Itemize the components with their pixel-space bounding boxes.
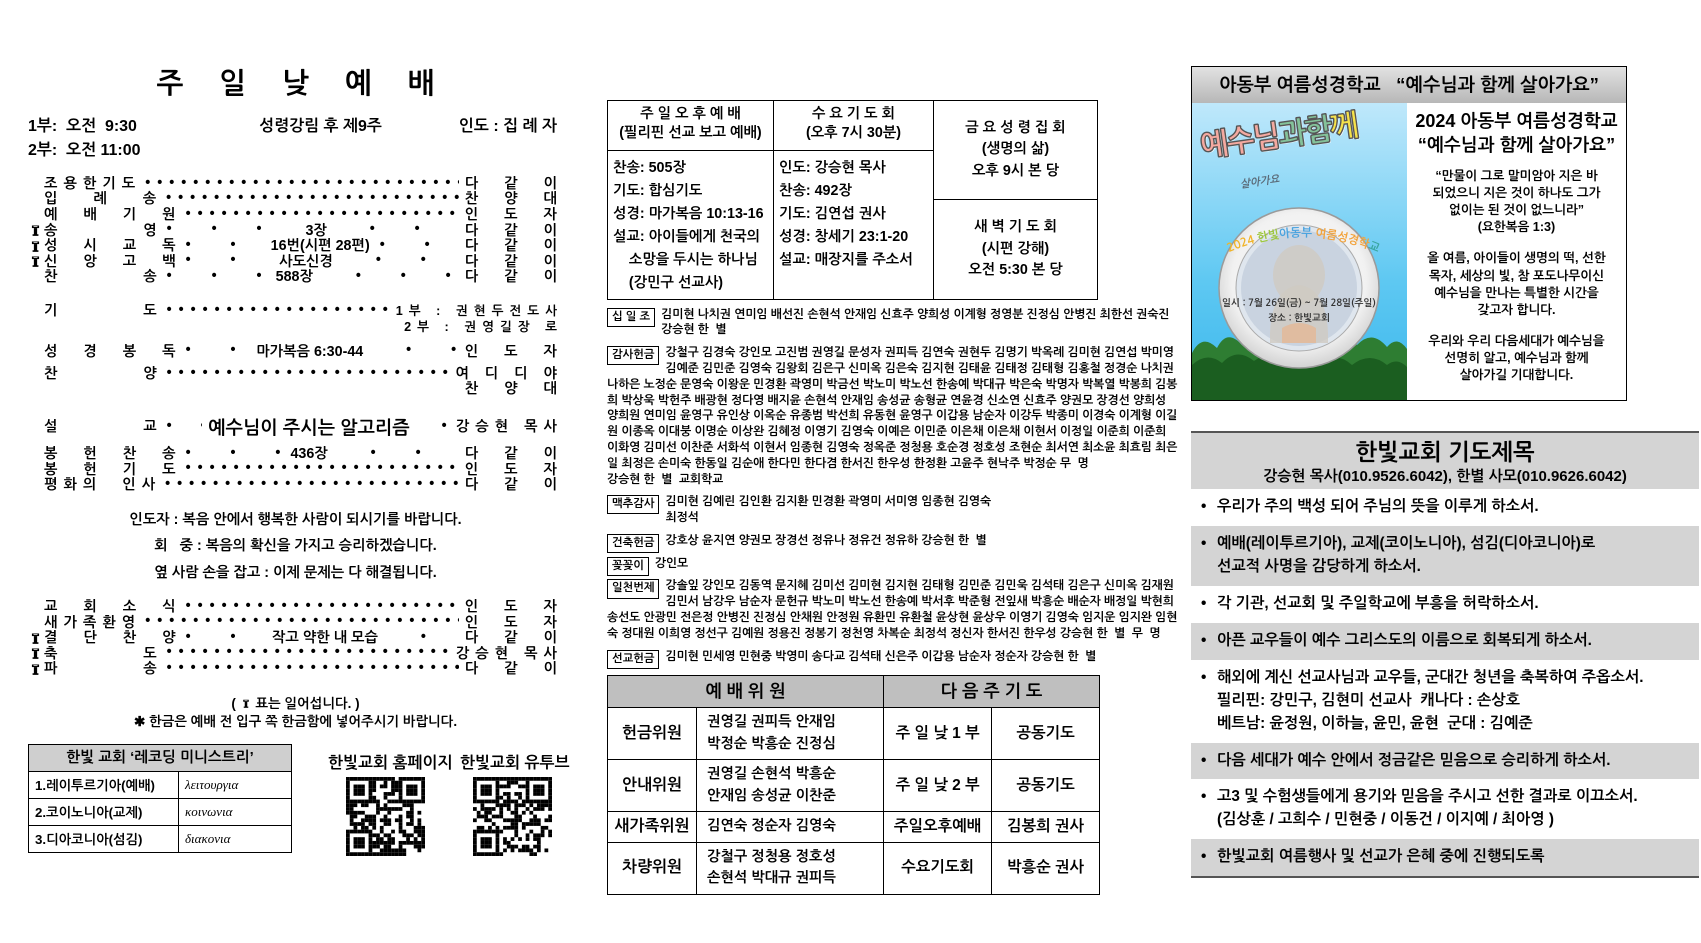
svg-text:장소 : 한빛교회: 장소 : 한빛교회 <box>1268 312 1330 323</box>
svg-text:일시 : 7월 26일(금) ~ 7월 28일(주일): 일시 : 7월 26일(금) ~ 7월 28일(주일) <box>1222 297 1376 308</box>
